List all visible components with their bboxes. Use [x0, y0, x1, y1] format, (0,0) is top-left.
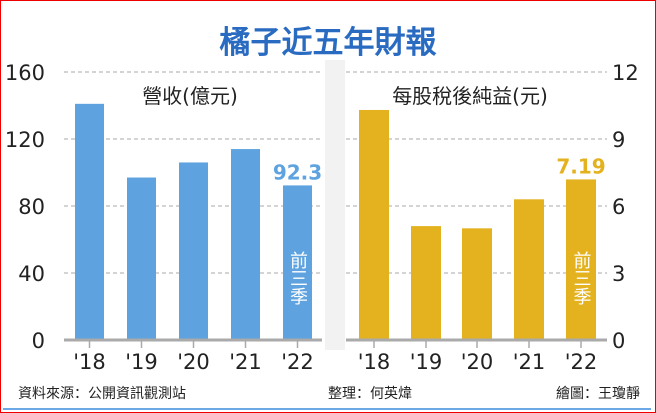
bar [411, 226, 441, 340]
bar [514, 199, 544, 340]
footer-artist: 繪圖：王瓊靜 [556, 385, 640, 402]
y-tick-label: 0 [612, 329, 625, 353]
y-tick-label: 9 [612, 128, 625, 152]
x-tick-label: '20 [461, 350, 494, 374]
x-tick-label: '18 [73, 350, 106, 374]
y-tick-label: 3 [612, 262, 625, 286]
x-tick-label: '21 [513, 350, 546, 374]
bar [283, 185, 312, 340]
data-label: 7.19 [556, 154, 605, 178]
bar [127, 177, 156, 340]
data-label: 92.3 [273, 160, 322, 184]
bar-note: 前三季 [287, 251, 308, 306]
x-tick-label: '18 [358, 350, 391, 374]
bar [462, 228, 492, 340]
y-tick-label: 6 [612, 195, 625, 219]
bar [75, 103, 104, 340]
panel-title: 營收(億元) [142, 84, 238, 108]
y-tick-label: 80 [18, 195, 45, 219]
y-tick-label: 120 [5, 128, 45, 152]
footer-editor: 整理：何英煒 [328, 385, 412, 402]
x-tick-label: '20 [177, 350, 210, 374]
y-tick-label: 40 [18, 262, 45, 286]
y-tick-label: 0 [32, 329, 45, 353]
x-tick-label: '19 [125, 350, 158, 374]
x-tick-label: '22 [565, 350, 598, 374]
x-tick-label: '22 [281, 350, 314, 374]
footer-source: 資料來源：公開資訊觀測站 [18, 386, 186, 402]
bar [359, 109, 389, 340]
y-tick-label: 12 [612, 61, 639, 85]
bar-note: 前三季 [571, 251, 592, 306]
y-tick-label: 160 [5, 61, 45, 85]
x-tick-label: '21 [229, 350, 262, 374]
bar [231, 149, 260, 340]
chart-title: 橘子近五年財報 [220, 25, 438, 61]
panel-gutter [325, 60, 345, 350]
bar [566, 179, 596, 340]
panel-title: 每股稅後純益(元) [392, 84, 548, 108]
x-tick-label: '19 [410, 350, 443, 374]
bar [179, 162, 208, 340]
inner-frame [3, 3, 651, 410]
